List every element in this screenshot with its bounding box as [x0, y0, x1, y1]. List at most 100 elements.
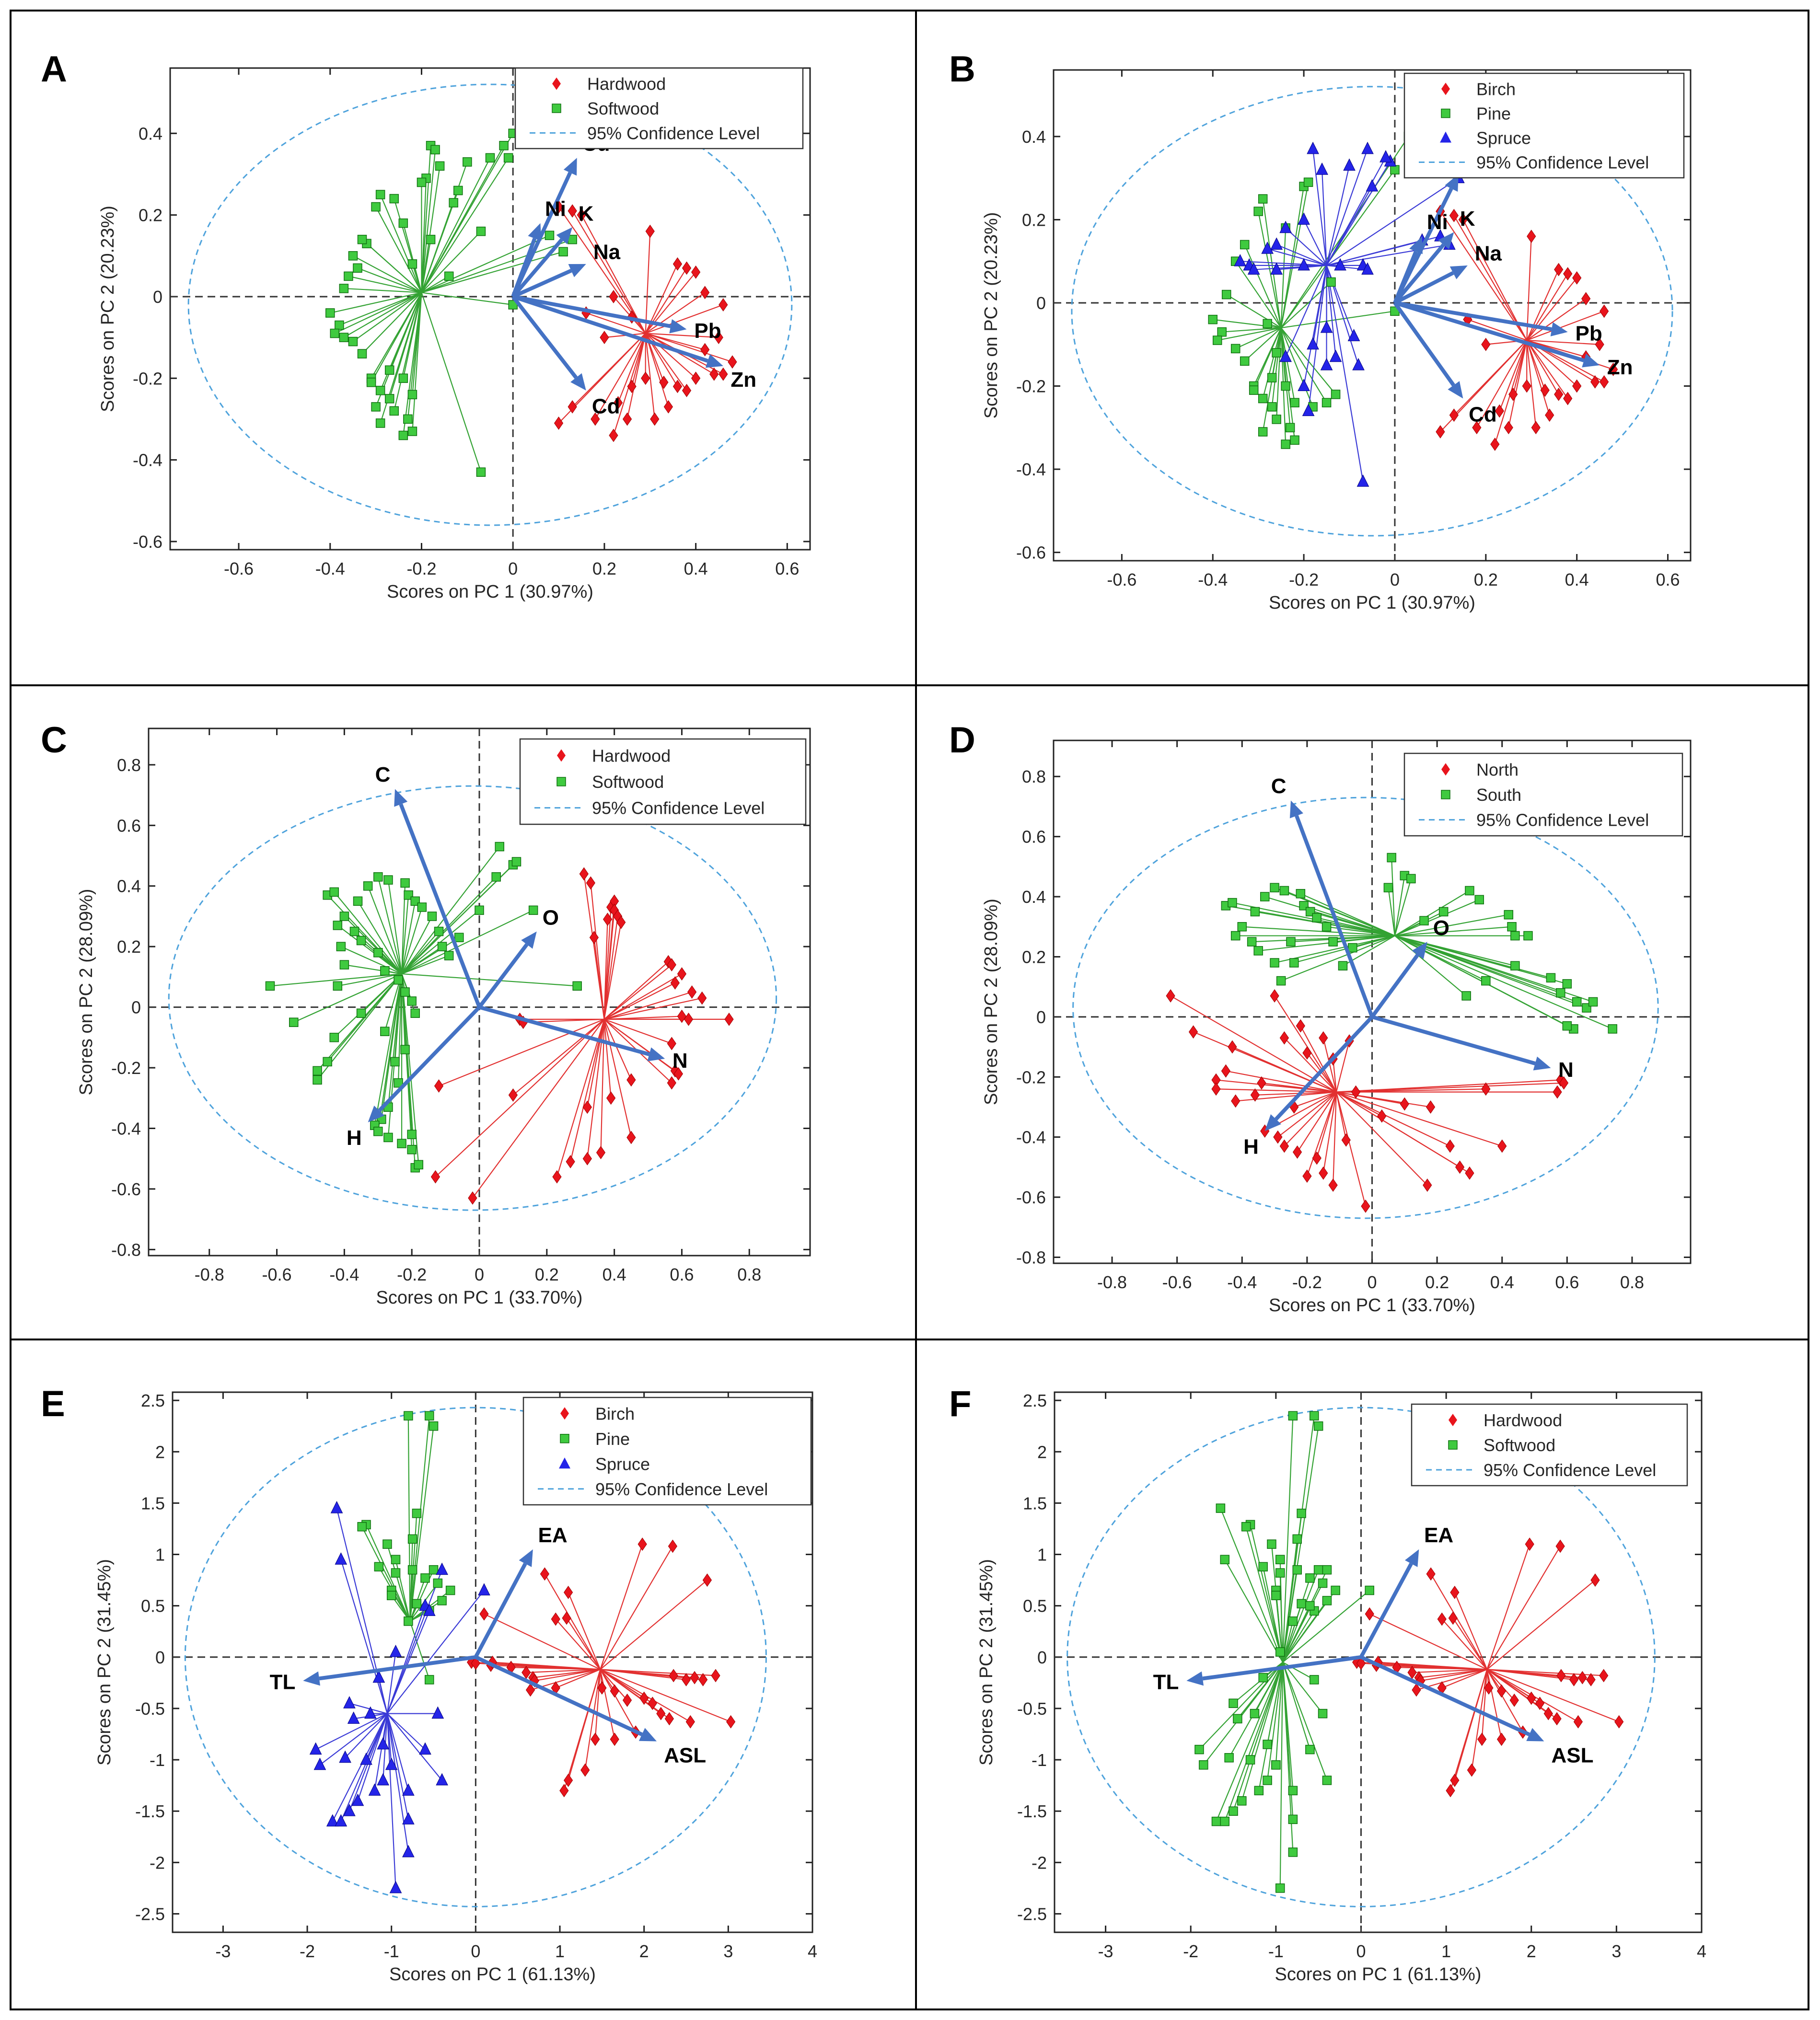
- centroid-ray: [604, 997, 702, 1020]
- data-point-spruce: [1234, 254, 1247, 266]
- loading-label-o: O: [1433, 916, 1449, 940]
- y-tick-label: -0.8: [1016, 1247, 1046, 1267]
- y-tick-label: -0.4: [111, 1119, 141, 1138]
- legend: Hardwood Softwood 95% Confidence Level: [1411, 1403, 1688, 1487]
- centroid-ray: [1336, 1088, 1486, 1093]
- data-point-softwood: [1297, 1509, 1306, 1518]
- centroid-ray: [1439, 211, 1528, 341]
- data-point-hardwood: [613, 396, 623, 410]
- data-point-pine: [1240, 356, 1250, 366]
- y-tick-label: 0.6: [1022, 827, 1046, 847]
- data-point-hardwood: [663, 400, 673, 414]
- data-point-spruce: [402, 1783, 415, 1796]
- panel-letter: B: [949, 49, 975, 90]
- loading-arrowhead-k: [556, 227, 573, 244]
- centroid-ray: [600, 1669, 637, 1732]
- x-tick-label: 0: [475, 1265, 484, 1284]
- centroid-ray: [1486, 1669, 1523, 1732]
- data-point-spruce: [313, 1757, 326, 1770]
- loading-arrowhead-n: [647, 1047, 665, 1062]
- x-tick-label: -0.2: [406, 559, 436, 578]
- data-point-north: [1423, 1178, 1432, 1192]
- centroid-ray: [386, 1713, 409, 1820]
- loading-label-na: Na: [1475, 242, 1502, 265]
- data-point-north: [1188, 1025, 1198, 1039]
- centroid-ray: [645, 292, 706, 334]
- centroid-ray: [409, 1621, 430, 1680]
- centroid-ray: [349, 1703, 388, 1714]
- data-point-softwood: [1310, 1675, 1319, 1685]
- legend-box: [514, 67, 804, 150]
- centroid-ray: [1280, 182, 1309, 328]
- centroid-ray: [1280, 228, 1287, 328]
- data-point-spruce: [1366, 179, 1379, 192]
- data-point-north: [1292, 1145, 1302, 1159]
- data-point-spruce: [478, 1583, 490, 1596]
- centroid-ray: [1282, 1604, 1302, 1662]
- x-tick-label: -1: [1268, 1941, 1284, 1961]
- data-point-north: [1279, 1139, 1289, 1153]
- centroid-ray: [1242, 926, 1395, 936]
- x-tick-label: 0.2: [1474, 570, 1498, 589]
- centroid-ray: [1282, 1600, 1328, 1663]
- x-axis-title: Scores on PC 1 (33.70%): [376, 1288, 583, 1308]
- centroid-ray: [1316, 917, 1395, 936]
- data-point-hardwood: [600, 331, 609, 344]
- data-point-pine: [1240, 240, 1250, 250]
- centroid-ray: [1282, 1610, 1315, 1663]
- centroid-ray: [1267, 248, 1327, 266]
- data-point-softwood: [1258, 1562, 1268, 1571]
- x-tick-label: 3: [723, 1941, 733, 1961]
- data-point-hardwood: [672, 257, 683, 271]
- data-point-hardwood: [650, 412, 660, 426]
- data-point-softwood: [1305, 1573, 1315, 1583]
- data-point-north: [1279, 1031, 1289, 1045]
- data-point-birch: [540, 1567, 550, 1581]
- data-point-hardwood: [672, 380, 683, 393]
- centroid-ray: [421, 190, 459, 293]
- data-point-birch: [726, 1715, 736, 1729]
- data-point-pine: [1326, 277, 1336, 287]
- centroid-ray: [371, 292, 422, 383]
- data-point-north: [1455, 1160, 1465, 1174]
- data-point-birch: [1554, 388, 1564, 401]
- data-point-hardwood: [1467, 1763, 1477, 1777]
- data-point-softwood: [427, 912, 437, 921]
- centroid-ray: [1508, 340, 1528, 428]
- data-point-north: [1221, 1064, 1230, 1078]
- data-point-softwood: [339, 912, 349, 921]
- centroid-ray: [1275, 1662, 1284, 1765]
- data-point-hardwood: [697, 991, 707, 1005]
- centroid-ray: [375, 207, 422, 293]
- data-point-spruce: [377, 1773, 389, 1786]
- data-point-pine: [429, 1565, 439, 1575]
- centroid-ray: [1336, 1091, 1503, 1147]
- loading-arrow-k: [511, 238, 564, 298]
- data-point-softwood: [435, 161, 445, 171]
- centroid-ray: [380, 194, 422, 293]
- data-point-hardwood: [670, 976, 680, 990]
- loading-arrow-n: [1371, 1015, 1536, 1065]
- data-point-spruce: [1307, 141, 1319, 154]
- data-point-hardwood: [728, 355, 737, 369]
- data-point-hardwood: [577, 208, 586, 222]
- legend-label-pine: Pine: [1476, 104, 1511, 124]
- panel-a: A -0.6 -0.4 -0.2 0 0.2 0.4 0.6 -0.6 -0.4 -0.2 0 0.2 0…: [41, 49, 811, 602]
- legend: Hardwood Softwood 95% Confidence Level: [514, 67, 804, 150]
- data-point-softwood: [454, 933, 464, 942]
- legend-label-hardwood: Hardwood: [587, 74, 666, 94]
- data-point-hardwood: [579, 867, 589, 881]
- data-point-birch: [610, 1684, 619, 1698]
- data-point-hardwood: [659, 375, 669, 389]
- centroid-ray: [1394, 935, 1567, 984]
- x-tick-label: 0.4: [1565, 570, 1589, 589]
- panel-c: C -0.8 -0.6 -0.4 -0.2 0 0.2 0.4 0.6 0.8 -0.8 -0.6 -0…: [41, 720, 811, 1308]
- y-tick-label: -2: [150, 1853, 165, 1872]
- data-point-birch: [1554, 263, 1564, 277]
- data-point-hardwood: [1448, 1611, 1458, 1625]
- data-point-hardwood: [508, 1088, 518, 1102]
- legend: North South 95% Confidence Level: [1403, 752, 1683, 837]
- legend-label-confidence: 95% Confidence Level: [1476, 153, 1649, 173]
- x-tick-label: 0.8: [1620, 1272, 1644, 1292]
- data-point-south: [1260, 892, 1270, 901]
